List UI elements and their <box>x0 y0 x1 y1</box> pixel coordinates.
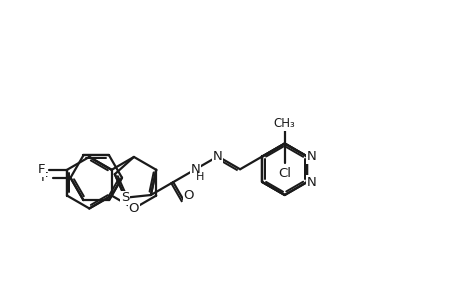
Text: F: F <box>41 171 48 184</box>
Text: O: O <box>183 188 193 202</box>
Text: CH₃: CH₃ <box>273 117 295 130</box>
Text: Cl: Cl <box>278 167 291 180</box>
Text: F: F <box>38 163 45 176</box>
Text: N: N <box>307 150 316 163</box>
Text: N: N <box>213 150 222 163</box>
Text: O: O <box>129 202 139 215</box>
Text: H: H <box>196 172 204 182</box>
Text: N: N <box>307 176 316 189</box>
Text: S: S <box>121 191 129 204</box>
Text: N: N <box>190 163 200 176</box>
